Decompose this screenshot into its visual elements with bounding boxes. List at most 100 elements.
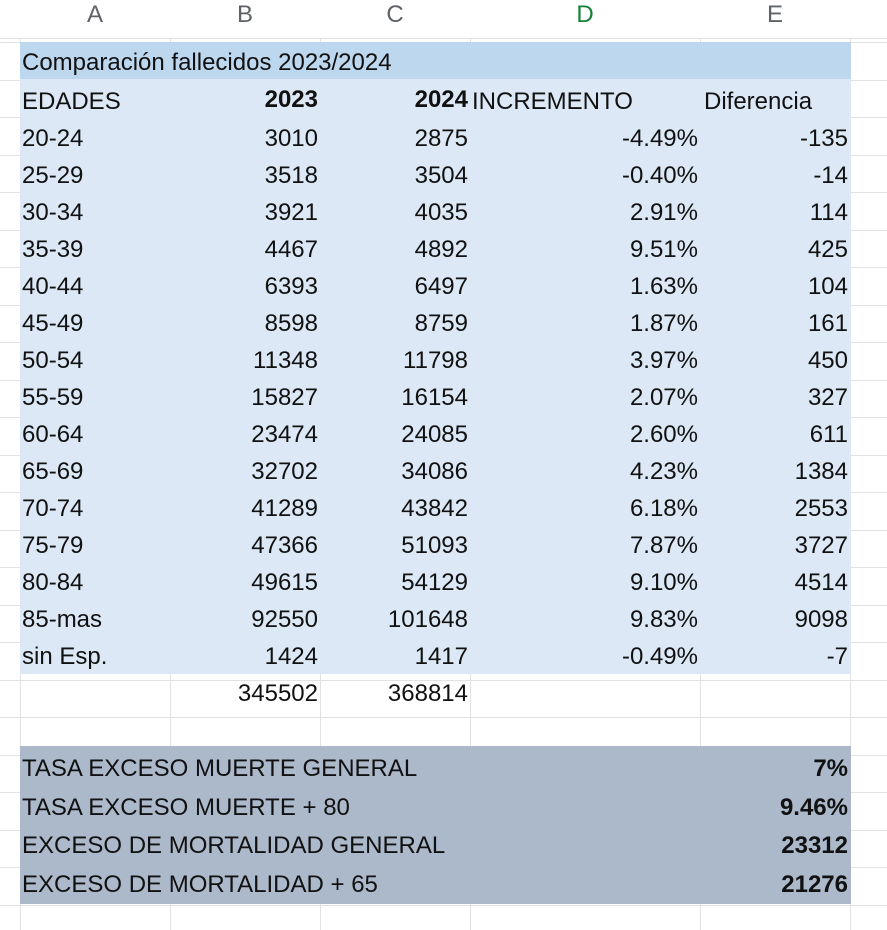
cell-2024[interactable]: 34086 <box>401 458 468 485</box>
cell-incremento[interactable]: 2.07% <box>629 384 698 411</box>
header-2024[interactable]: 2024 <box>414 86 468 113</box>
cell-2023[interactable]: 4467 <box>264 236 318 263</box>
cell-incremento[interactable]: -0.40% <box>621 162 698 189</box>
cell-2024[interactable]: 3504 <box>414 162 468 189</box>
cell-incremento[interactable]: 4.23% <box>629 458 698 485</box>
cell-2024[interactable]: 16154 <box>401 384 468 411</box>
cell-incremento[interactable]: -0.49% <box>621 643 698 670</box>
cell-2024[interactable]: 8759 <box>414 310 468 337</box>
cell-diferencia[interactable]: -7 <box>826 643 848 670</box>
cell-2024[interactable]: 101648 <box>387 606 468 633</box>
cell-edad[interactable]: 40-44 <box>22 273 84 300</box>
summary-value[interactable]: 7% <box>813 755 848 782</box>
cell-2023[interactable]: 41289 <box>251 495 318 522</box>
cell-2023[interactable]: 3921 <box>264 199 318 226</box>
cell-edad[interactable]: 20-24 <box>22 125 84 152</box>
summary-label[interactable]: EXCESO DE MORTALIDAD + 65 <box>22 870 378 898</box>
cell-edad[interactable]: 45-49 <box>22 310 84 337</box>
cell-incremento[interactable]: 7.87% <box>629 532 698 559</box>
cell-2023[interactable]: 49615 <box>251 569 318 596</box>
cell-2023[interactable]: 15827 <box>251 384 318 411</box>
cell-incremento[interactable]: 6.18% <box>629 495 698 522</box>
header-diferencia[interactable]: Diferencia <box>704 88 813 115</box>
cell-2024[interactable]: 4892 <box>414 236 468 263</box>
cell-diferencia[interactable]: 425 <box>807 236 848 263</box>
cell-diferencia[interactable]: 611 <box>809 421 848 448</box>
header-edades[interactable]: EDADES <box>22 88 121 115</box>
cell-edad[interactable]: 35-39 <box>22 236 84 263</box>
cell-2023[interactable]: 1424 <box>264 643 318 670</box>
cell-diferencia[interactable]: 3727 <box>794 532 848 559</box>
column-header-d[interactable]: D <box>576 1 594 28</box>
column-header-row: A B C D E <box>0 0 887 39</box>
grid-hline <box>0 904 887 906</box>
cell-2023[interactable]: 6393 <box>264 273 318 300</box>
cell-diferencia[interactable]: -14 <box>813 162 848 189</box>
cell-2024[interactable]: 2875 <box>414 125 468 152</box>
cell-diferencia[interactable]: 9098 <box>794 606 848 633</box>
header-incremento[interactable]: INCREMENTO <box>472 88 633 115</box>
cell-diferencia[interactable]: -135 <box>799 125 848 152</box>
cell-incremento[interactable]: 1.87% <box>629 310 698 337</box>
cell-2023[interactable]: 23474 <box>251 421 318 448</box>
header-2023[interactable]: 2023 <box>264 86 318 113</box>
cell-diferencia[interactable]: 2553 <box>794 495 848 522</box>
summary-value[interactable]: 23312 <box>781 832 848 859</box>
column-header-b[interactable]: B <box>236 1 253 28</box>
column-header-a[interactable]: A <box>86 1 103 28</box>
sheet-title[interactable]: Comparación fallecidos 2023/2024 <box>22 49 392 76</box>
title-band <box>20 42 851 79</box>
cell-edad[interactable]: 65-69 <box>22 458 84 485</box>
cell-edad[interactable]: 55-59 <box>22 384 84 411</box>
summary-value[interactable]: 9.46% <box>779 793 848 821</box>
cell-incremento[interactable]: 2.60% <box>629 421 698 448</box>
cell-edad[interactable]: sin Esp. <box>22 643 108 670</box>
cell-edad[interactable]: 50-54 <box>22 347 84 374</box>
summary-label[interactable]: EXCESO DE MORTALIDAD GENERAL <box>22 832 446 859</box>
cell-incremento[interactable]: 1.63% <box>629 273 698 300</box>
cell-2024[interactable]: 54129 <box>401 569 468 596</box>
total-2023[interactable]: 345502 <box>237 680 318 707</box>
cell-diferencia[interactable]: 114 <box>809 199 848 226</box>
cell-incremento[interactable]: -4.49% <box>621 125 698 152</box>
cell-diferencia[interactable]: 450 <box>807 347 848 374</box>
cell-diferencia[interactable]: 104 <box>807 273 848 300</box>
cell-2023[interactable]: 92550 <box>251 606 318 633</box>
cell-2024[interactable]: 4035 <box>414 199 468 226</box>
cell-edad[interactable]: 85-mas <box>22 606 103 633</box>
cell-2024[interactable]: 6497 <box>414 273 468 300</box>
cell-incremento[interactable]: 9.83% <box>629 606 698 633</box>
cell-diferencia[interactable]: 1384 <box>794 458 848 485</box>
cell-2024[interactable]: 24085 <box>401 421 468 448</box>
cell-2024[interactable]: 51093 <box>401 532 468 559</box>
cell-diferencia[interactable]: 327 <box>807 384 848 411</box>
cell-2023[interactable]: 3518 <box>264 162 318 189</box>
cell-edad[interactable]: 75-79 <box>22 532 84 559</box>
cell-2023[interactable]: 11348 <box>253 347 318 374</box>
cell-edad[interactable]: 25-29 <box>22 162 84 189</box>
cell-incremento[interactable]: 2.91% <box>629 199 698 226</box>
summary-band <box>20 746 851 904</box>
cell-incremento[interactable]: 9.10% <box>629 569 698 596</box>
cell-edad[interactable]: 60-64 <box>22 421 84 448</box>
cell-2023[interactable]: 47366 <box>251 532 318 559</box>
cell-2023[interactable]: 32702 <box>251 458 318 485</box>
summary-label[interactable]: TASA EXCESO MUERTE GENERAL <box>22 755 418 782</box>
summary-value[interactable]: 21276 <box>781 870 848 898</box>
cell-incremento[interactable]: 9.51% <box>629 236 698 263</box>
cell-2023[interactable]: 8598 <box>264 310 318 337</box>
cell-2024[interactable]: 11798 <box>403 347 468 374</box>
cell-incremento[interactable]: 3.97% <box>629 347 698 374</box>
cell-edad[interactable]: 80-84 <box>22 569 84 596</box>
cell-diferencia[interactable]: 161 <box>807 310 848 337</box>
cell-2023[interactable]: 3010 <box>264 125 318 152</box>
cell-2024[interactable]: 43842 <box>401 495 468 522</box>
cell-diferencia[interactable]: 4514 <box>794 569 848 596</box>
column-header-c[interactable]: C <box>386 1 404 28</box>
summary-label[interactable]: TASA EXCESO MUERTE + 80 <box>22 793 350 821</box>
cell-2024[interactable]: 1417 <box>414 643 468 670</box>
column-header-e[interactable]: E <box>766 1 783 28</box>
cell-edad[interactable]: 30-34 <box>22 199 84 226</box>
total-2024[interactable]: 368814 <box>387 680 468 707</box>
cell-edad[interactable]: 70-74 <box>22 495 84 522</box>
